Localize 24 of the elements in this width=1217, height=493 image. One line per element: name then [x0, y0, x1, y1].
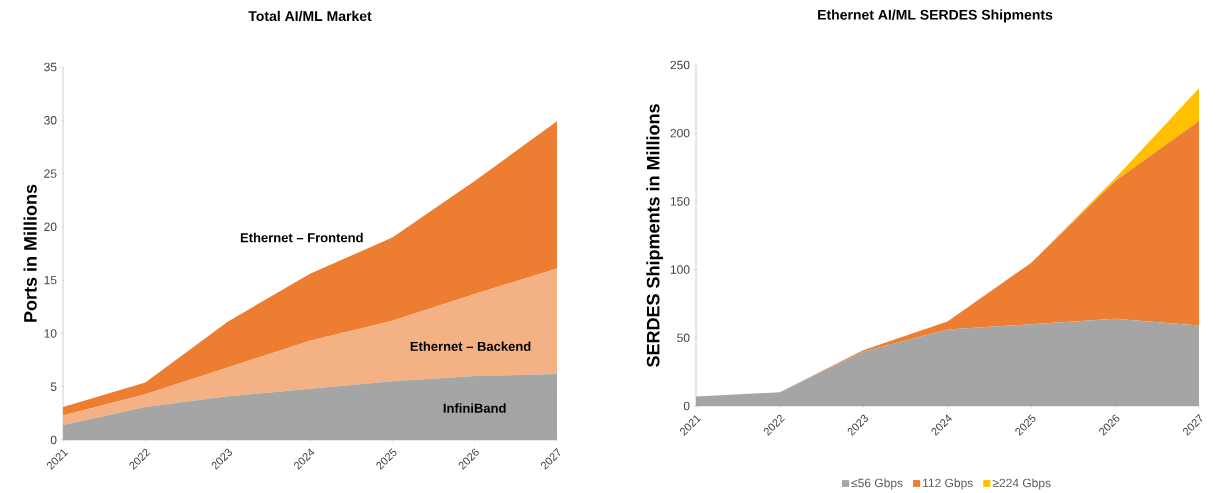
- legend-label: 112 Gbps: [923, 478, 973, 490]
- legend-label: ≥224 Gbps: [992, 478, 1051, 490]
- y-tick-label: 5: [50, 382, 57, 392]
- y-tick-label: 100: [670, 265, 690, 275]
- y-tick-label: 150: [670, 197, 690, 206]
- chart-title: Total AI/ML Market: [248, 10, 372, 22]
- y-tick-label: 0: [683, 401, 690, 411]
- legend-label: ≤56 Gbps: [851, 478, 903, 490]
- y-tick-label: 15: [44, 276, 57, 285]
- y-tick-label: 10: [44, 329, 57, 338]
- y-tick-label: 25: [44, 169, 57, 179]
- chart-title: Ethernet AI/ML SERDES Shipments: [818, 9, 1053, 23]
- y-axis-title: Ports in Millions: [23, 184, 37, 322]
- y-tick-label: 50: [677, 333, 690, 343]
- y-tick-label: 20: [44, 222, 57, 232]
- y-tick-label: 30: [44, 116, 57, 125]
- y-tick-label: 250: [670, 60, 690, 70]
- y-tick-label: 0: [50, 435, 57, 445]
- y-tick-label: 200: [670, 129, 690, 138]
- series-label: InfiniBand: [443, 403, 506, 413]
- series-label: Ethernet – Frontend: [240, 232, 363, 243]
- series-label: Ethernet – Backend: [410, 341, 531, 352]
- y-axis-title: SERDES Shipments in Millions: [646, 104, 664, 368]
- y-tick-label: 35: [44, 62, 57, 72]
